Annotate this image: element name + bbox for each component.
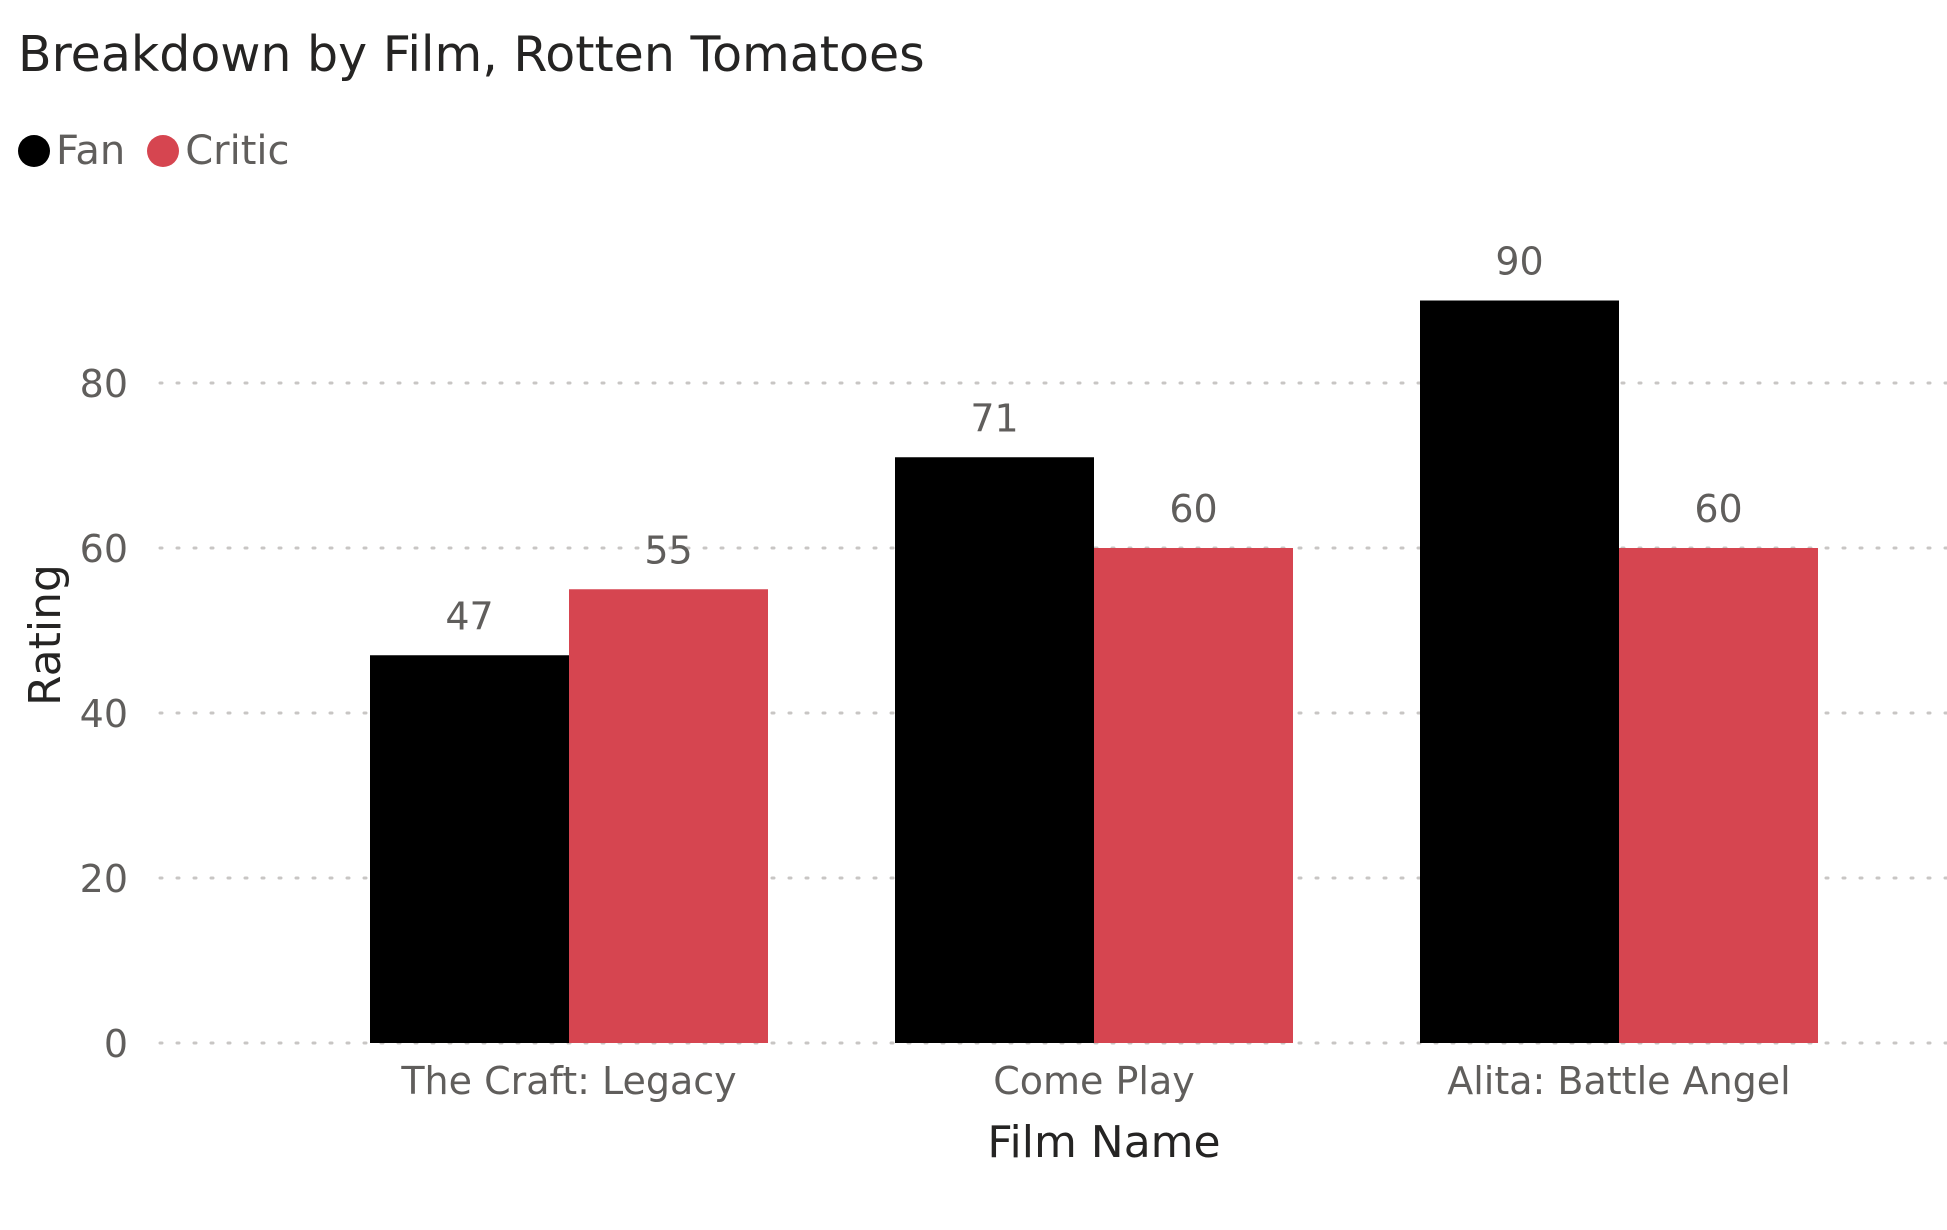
bar [370, 655, 569, 1043]
x-tick-label: The Craft: Legacy [400, 1059, 736, 1103]
bar [895, 457, 1094, 1043]
bar [569, 589, 768, 1043]
x-tick-label: Alita: Battle Angel [1447, 1059, 1790, 1103]
data-label: 60 [1694, 487, 1742, 531]
x-tick-label: Come Play [993, 1059, 1195, 1103]
data-label: 71 [970, 396, 1018, 440]
legend-swatch-fan [18, 135, 50, 167]
y-tick-label: 0 [104, 1022, 128, 1066]
bar [1619, 548, 1818, 1043]
legend-label-fan: Fan [56, 128, 126, 174]
bar [1094, 548, 1293, 1043]
legend: Fan Critic [18, 128, 311, 174]
legend-item-fan[interactable]: Fan [18, 128, 125, 174]
legend-swatch-critic [147, 135, 180, 167]
data-label: 47 [445, 594, 493, 638]
bar [1420, 300, 1619, 1043]
data-label: 90 [1495, 240, 1543, 284]
y-tick-label: 20 [80, 857, 128, 901]
legend-label-critic: Critic [185, 128, 290, 174]
y-axis-title: Rating [20, 564, 71, 706]
data-label: 55 [644, 528, 692, 572]
y-tick-label: 80 [80, 362, 128, 406]
data-label: 60 [1169, 487, 1217, 531]
y-tick-label: 60 [80, 527, 128, 571]
y-tick-label: 40 [80, 692, 128, 736]
x-axis-title: Film Name [987, 1117, 1220, 1168]
chart-title: Breakdown by Film, Rotten Tomatoes [18, 26, 925, 83]
legend-item-critic[interactable]: Critic [147, 128, 289, 174]
